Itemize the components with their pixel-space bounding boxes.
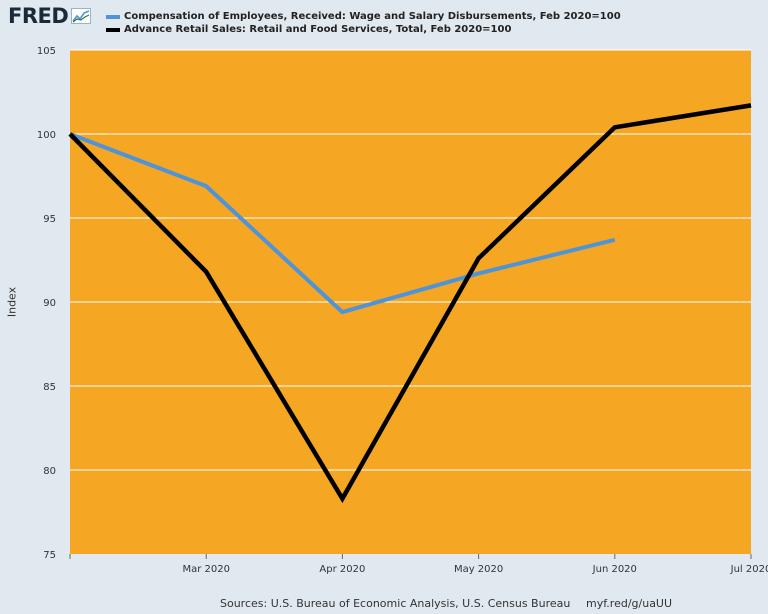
y-tick-label: 105 <box>37 46 56 57</box>
x-tick-label: Mar 2020 <box>182 564 230 575</box>
series-line-compensation <box>69 132 616 315</box>
sparkline-chart-icon <box>71 8 92 24</box>
series-line-retail <box>68 103 752 504</box>
legend-item-retail: Advance Retail Sales: Retail and Food Se… <box>106 23 621 36</box>
y-tick-label: 90 <box>43 298 56 309</box>
sources-note: Sources: U.S. Bureau of Economic Analysi… <box>220 597 571 610</box>
chart-legend: Compensation of Employees, Received: Wag… <box>106 10 621 36</box>
legend-swatch-compensation <box>106 14 120 19</box>
y-tick-label: 80 <box>43 466 56 477</box>
legend-swatch-retail <box>106 27 120 32</box>
x-tick-label: Jul 2020 <box>730 564 768 575</box>
short-link[interactable]: myf.red/g/uaUU <box>586 597 673 610</box>
y-tick-label: 85 <box>43 382 56 393</box>
x-tick-label: Jun 2020 <box>592 564 637 575</box>
legend-label-compensation: Compensation of Employees, Received: Wag… <box>124 11 621 22</box>
y-tick-label: 95 <box>43 214 56 225</box>
x-tick-label: Apr 2020 <box>319 564 365 575</box>
fred-logo[interactable]: FRED <box>8 4 92 28</box>
legend-item-compensation: Compensation of Employees, Received: Wag… <box>106 10 621 23</box>
legend-label-retail: Advance Retail Sales: Retail and Food Se… <box>124 24 512 35</box>
fred-logo-text: FRED <box>8 4 69 28</box>
x-tick-label: May 2020 <box>454 564 503 575</box>
y-tick-label: 100 <box>37 130 56 141</box>
y-tick-label: 75 <box>43 550 56 561</box>
